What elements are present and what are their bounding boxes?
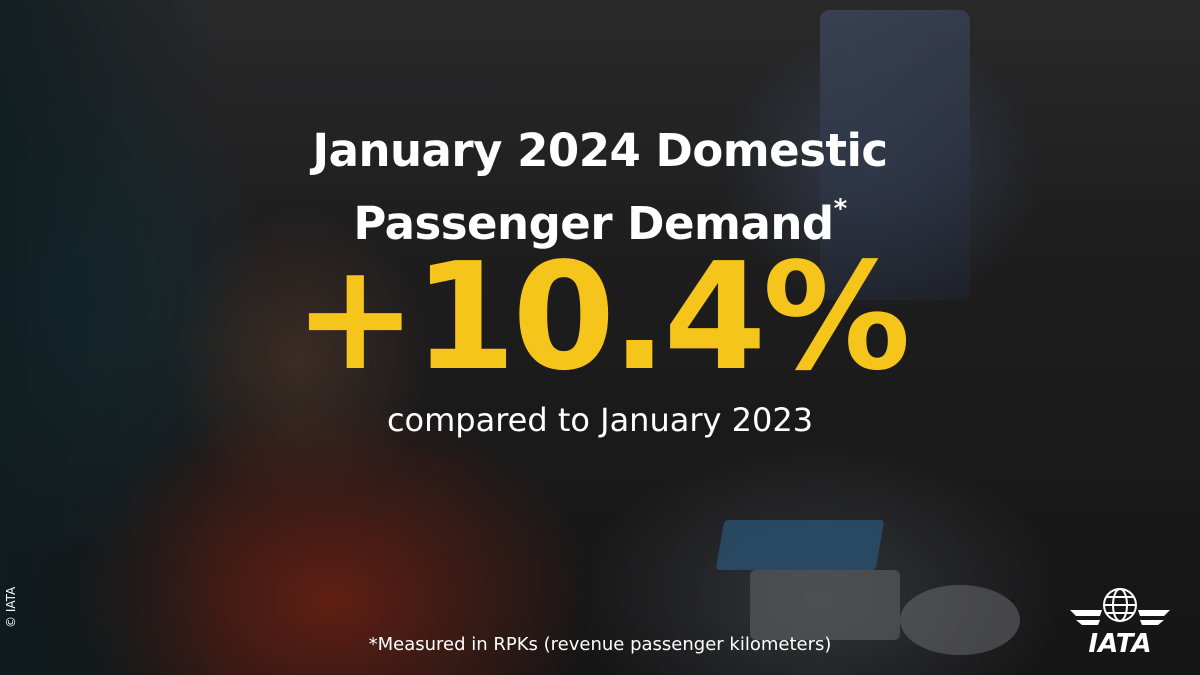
- wings: [1070, 610, 1170, 625]
- iata-logo: IATA: [1070, 588, 1170, 659]
- copyright: © IATA: [4, 586, 18, 628]
- title-line: Passenger Demand: [353, 197, 834, 250]
- logo-text: IATA: [1088, 629, 1151, 659]
- title-line: January 2024 Domestic: [312, 124, 888, 177]
- title-line-wrap: Passenger Demand*: [0, 180, 1200, 253]
- tray-item: [750, 570, 900, 640]
- tray-item: [900, 585, 1020, 655]
- headline: +10.4%: [293, 231, 910, 403]
- seat-shadow: [0, 0, 220, 675]
- title-marker: *: [833, 194, 848, 224]
- seatback-screen: [820, 10, 970, 300]
- subtitle: compared to January 2023: [386, 401, 814, 439]
- globe: [1103, 588, 1137, 622]
- title: January 2024 Domestic Passenger Demand*: [0, 122, 1200, 253]
- footnote: *Measured in RPKs (revenue passenger kil…: [368, 634, 832, 655]
